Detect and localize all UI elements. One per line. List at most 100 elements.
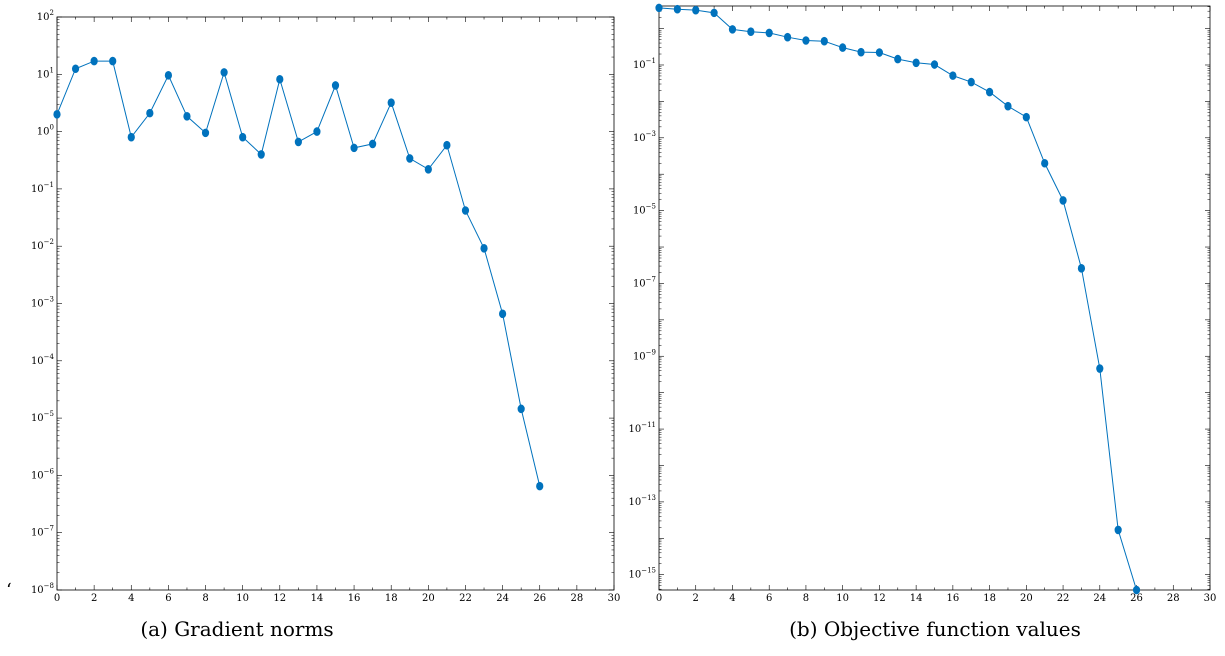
y-tick-label: 10−1 (31, 181, 54, 195)
y-tick-label: 10−5 (31, 410, 54, 424)
data-point (820, 36, 828, 46)
data-point (164, 71, 172, 80)
data-point (1114, 525, 1122, 535)
data-point (313, 127, 321, 136)
data-point (220, 68, 228, 77)
x-tick-label: 16 (348, 593, 361, 604)
data-point (1004, 101, 1012, 111)
y-tick-label: 10−15 (628, 567, 656, 581)
y-tick-label: 10−9 (633, 348, 656, 362)
x-tick-label: 28 (1167, 593, 1180, 604)
data-point (257, 150, 265, 159)
x-tick-label: 20 (1020, 593, 1033, 604)
data-point (930, 60, 939, 69)
y-tick-label: 102 (37, 9, 54, 23)
data-point (443, 140, 451, 150)
data-point (406, 154, 414, 163)
data-point (912, 58, 920, 68)
y-tick-label: 10−3 (633, 130, 656, 144)
data-point (331, 81, 340, 90)
data-point (294, 137, 302, 147)
y-tick-label: 10−11 (628, 421, 656, 435)
x-tick-label: 28 (570, 593, 583, 604)
data-point (728, 25, 737, 34)
x-tick-label: 12 (273, 593, 286, 604)
data-point (839, 43, 847, 52)
series-line (56, 60, 541, 487)
x-tick-label: 2 (693, 593, 699, 604)
data-point (1059, 196, 1067, 205)
x-tick-label: 22 (1057, 593, 1070, 604)
data-point (499, 309, 507, 319)
data-point (710, 8, 718, 18)
plot-frame (658, 5, 1211, 591)
x-tick-label: 16 (946, 593, 959, 604)
y-tick-label: 10−1 (633, 57, 656, 71)
data-point (747, 27, 755, 37)
data-point (655, 3, 663, 13)
x-tick-label: 0 (656, 593, 662, 604)
y-tick-label: 100 (37, 124, 54, 138)
data-point (71, 64, 80, 74)
x-tick-label: 4 (729, 593, 735, 604)
x-tick-label: 8 (202, 593, 208, 604)
x-tick-label: 4 (128, 593, 134, 604)
data-point (783, 32, 792, 42)
data-point (201, 128, 210, 138)
x-tick-label: 6 (766, 593, 772, 604)
x-tick-label: 14 (910, 593, 923, 604)
x-tick-label: 8 (803, 593, 809, 604)
x-tick-label: 2 (91, 593, 97, 604)
data-point (692, 5, 700, 15)
x-tick-label: 18 (385, 593, 398, 604)
data-point (1096, 364, 1104, 373)
data-point (480, 243, 488, 253)
data-point (387, 98, 395, 107)
x-tick-label: 24 (496, 593, 509, 604)
data-point (127, 132, 135, 142)
y-tick-label: 10−7 (31, 525, 54, 539)
plot-frame (56, 16, 615, 591)
x-tick-label: 0 (54, 593, 60, 604)
caption-gradient-norms: (a) Gradient norms (140, 617, 333, 641)
x-tick-label: 30 (1204, 593, 1217, 604)
data-point (424, 164, 432, 174)
data-point (949, 71, 957, 80)
y-tick-label: 10−3 (31, 296, 54, 310)
data-point (1077, 264, 1086, 273)
caption-objective-values: (b) Objective function values (789, 617, 1081, 641)
data-point (53, 110, 61, 119)
data-point (517, 404, 525, 414)
y-tick-label: 10−4 (31, 353, 55, 367)
x-tick-label: 20 (422, 593, 435, 604)
data-point (765, 28, 773, 38)
data-point (109, 56, 117, 66)
x-tick-label: 26 (1130, 593, 1143, 604)
x-tick-label: 10 (236, 593, 249, 604)
data-point (239, 132, 247, 142)
stray-mark: ‘ (6, 580, 12, 601)
y-tick-label: 10−2 (31, 238, 54, 252)
x-tick-label: 18 (983, 593, 996, 604)
y-tick-label: 101 (37, 66, 54, 80)
gradient-norms-chart: 0 2 4 6 8 10 12 14 16 18 20 22 24 26 28 3010−810−710−61… (31, 9, 620, 604)
x-tick-label: 22 (459, 593, 472, 604)
data-point (146, 108, 154, 118)
data-point (875, 48, 884, 57)
data-point (90, 56, 98, 66)
data-point (369, 139, 377, 149)
data-point (1132, 585, 1141, 595)
data-point (183, 111, 191, 121)
x-tick-label: 6 (165, 593, 171, 604)
y-tick-label: 10−8 (31, 582, 54, 596)
data-point (1022, 112, 1030, 122)
x-tick-label: 26 (533, 593, 546, 604)
x-tick-label: 14 (311, 593, 324, 604)
x-tick-label: 10 (836, 593, 849, 604)
data-point (673, 4, 681, 14)
objective-values-chart: 0 2 4 6 8 10 12 14 16 18 20 22 24 26 28 3010−1510−1310−… (628, 3, 1217, 604)
data-point (276, 74, 284, 84)
data-point (350, 143, 358, 153)
x-tick-label: 30 (608, 593, 621, 604)
